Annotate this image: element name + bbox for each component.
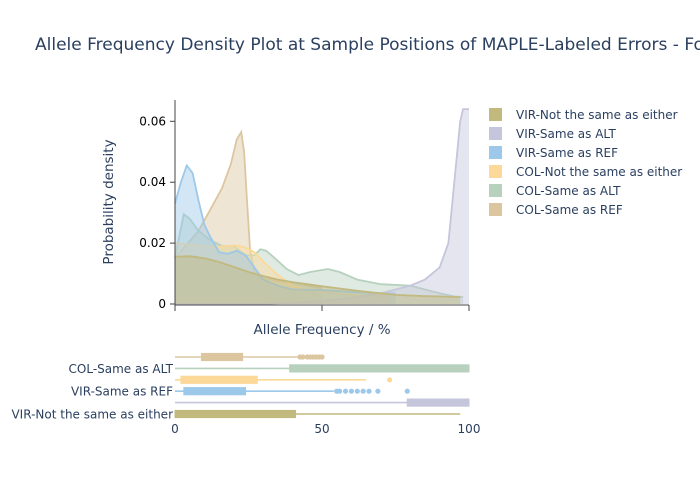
box-outlier-vir-same-as-ref (404, 388, 410, 394)
box-iqr-col-same-as-alt (289, 364, 470, 373)
legend-swatch (489, 165, 502, 178)
y-tick-label: 0 (158, 297, 166, 311)
legend-label: COL-Same as REF (516, 203, 623, 217)
y-tick-label: 0.04 (139, 175, 166, 189)
legend-label: COL-Same as ALT (516, 184, 621, 198)
density-axes: 0 0.02 0.04 0.06 (139, 100, 470, 311)
box-x-tick-label: 50 (314, 422, 329, 436)
legend-item-vir-not-the-same-as-either[interactable]: VIR-Not the same as either (489, 108, 678, 122)
legend-swatch (489, 203, 502, 216)
legend-item-col-same-as-ref[interactable]: COL-Same as REF (489, 203, 623, 217)
box-outlier-vir-same-as-ref (337, 388, 343, 394)
legend-item-col-not-the-same-as-either[interactable]: COL-Not the same as either (489, 165, 682, 179)
density-line-col-same-as-alt (174, 212, 464, 298)
box-iqr-vir-same-as-alt (406, 398, 470, 407)
box-axis-label: VIR-Not the same as either (11, 408, 173, 422)
legend-swatch (489, 127, 502, 140)
box-outlier-vir-same-as-ref (360, 388, 366, 394)
density-area-vir-same-as-alt (175, 109, 469, 304)
legend-swatch (489, 108, 502, 121)
legend-swatch (489, 146, 502, 159)
box-plot: COL-Same as ALT VIR-Same as REF VIR-Not th… (11, 352, 481, 436)
density-area-vir-not-the-same-as-either (175, 256, 461, 304)
legend-label: VIR-Same as ALT (516, 127, 616, 141)
box-outlier-col-same-as-ref (319, 354, 325, 360)
y-axis-label: Probability density (101, 139, 117, 264)
x-axis-label: Allele Frequency / % (253, 322, 390, 338)
legend-label: VIR-Same as REF (516, 146, 618, 160)
legend-label: COL-Not the same as either (516, 165, 682, 179)
density-line-vir-not-the-same-as-either (174, 255, 461, 298)
legend-swatch (489, 184, 502, 197)
legend-item-vir-same-as-ref[interactable]: VIR-Same as REF (489, 146, 618, 160)
legend-item-col-same-as-alt[interactable]: COL-Same as ALT (489, 184, 621, 198)
box-iqr-col-same-as-ref (200, 352, 244, 362)
box-outlier-col-same-as-ref (300, 354, 306, 360)
y-tick-label: 0.06 (139, 114, 166, 128)
legend-item-vir-same-as-alt[interactable]: VIR-Same as ALT (489, 127, 616, 141)
legend-label: VIR-Not the same as either (516, 108, 678, 122)
box-iqr-vir-not-the-same-as-either (174, 409, 297, 419)
box-outlier-vir-same-as-ref (366, 388, 372, 394)
box-outlier-vir-same-as-ref (342, 388, 349, 394)
density-plot (174, 108, 469, 305)
box-x-tick-label: 100 (458, 422, 481, 436)
density-area-vir-same-as-ref (175, 165, 396, 304)
y-tick-label: 0.02 (139, 236, 166, 250)
chart-title: Allele Frequency Density Plot at Sample … (35, 35, 700, 55)
density-line-vir-same-as-alt (175, 108, 469, 305)
box-outlier-col-not-the-same-as-either (387, 377, 393, 383)
box-outlier-vir-same-as-ref (354, 388, 360, 394)
legend[interactable]: VIR-Not the same as either VIR-Same as AL… (489, 108, 682, 217)
density-line-vir-same-as-ref (174, 163, 396, 295)
density-area-col-same-as-alt (175, 214, 464, 304)
box-axis-label: COL-Same as ALT (69, 362, 174, 376)
box-iqr-vir-same-as-ref (183, 387, 247, 396)
box-outlier-vir-same-as-ref (375, 388, 381, 394)
density-area-col-not-the-same-as-either (175, 243, 390, 304)
box-x-tick-label: 0 (171, 422, 179, 436)
box-outlier-vir-same-as-ref (348, 388, 354, 394)
box-axis-label: VIR-Same as REF (71, 385, 173, 399)
box-iqr-col-not-the-same-as-either (180, 375, 258, 384)
density-line-col-same-as-ref (174, 129, 323, 290)
